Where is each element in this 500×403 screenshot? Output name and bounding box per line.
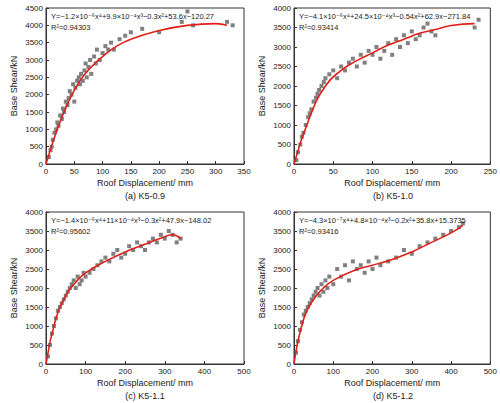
svg-text:4000: 4000 <box>25 21 43 30</box>
svg-text:400: 400 <box>444 367 458 376</box>
svg-text:350: 350 <box>237 167 251 176</box>
svg-text:500: 500 <box>278 341 292 350</box>
svg-text:Base Shear/kN: Base Shear/kN <box>9 56 19 117</box>
svg-text:Base Shear/kN: Base Shear/kN <box>9 258 19 319</box>
svg-text:Y=−1.4×10⁻⁶x⁴+11×10⁻⁴x³−0.3x²+: Y=−1.4×10⁻⁶x⁴+11×10⁻⁴x³−0.3x²+47.9x−148.… <box>51 216 211 225</box>
svg-text:2000: 2000 <box>273 284 291 293</box>
svg-text:300: 300 <box>405 367 419 376</box>
svg-text:0: 0 <box>38 359 43 369</box>
svg-text:200: 200 <box>152 167 166 176</box>
svg-text:500: 500 <box>30 142 44 151</box>
svg-text:300: 300 <box>209 167 223 176</box>
svg-text:Y=−4.1×10⁻⁶x⁴+24.5×10⁻⁴x³−0.54: Y=−4.1×10⁻⁶x⁴+24.5×10⁻⁴x³−0.54x²+62.9x−2… <box>299 12 470 21</box>
svg-text:3000: 3000 <box>273 246 291 255</box>
svg-text:0: 0 <box>292 167 297 176</box>
svg-text:0: 0 <box>286 359 291 369</box>
svg-text:0: 0 <box>292 367 297 376</box>
svg-text:3500: 3500 <box>273 227 291 236</box>
svg-text:3500: 3500 <box>273 23 291 32</box>
svg-text:4500: 4500 <box>25 4 43 13</box>
svg-text:2500: 2500 <box>273 62 291 71</box>
svg-text:4000: 4000 <box>25 208 43 217</box>
svg-text:2000: 2000 <box>25 90 43 99</box>
svg-text:2000: 2000 <box>273 82 291 91</box>
svg-text:1500: 1500 <box>273 101 291 110</box>
svg-text:500: 500 <box>484 367 498 376</box>
svg-text:50: 50 <box>329 167 338 176</box>
svg-text:Roof Displacement/ mm: Roof Displacement/ mm <box>344 178 440 188</box>
svg-text:250: 250 <box>484 167 498 176</box>
svg-text:500: 500 <box>278 140 292 149</box>
svg-text:R²=0.93414: R²=0.93414 <box>299 23 338 32</box>
svg-text:200: 200 <box>119 367 133 376</box>
svg-text:(d) K5-1.2: (d) K5-1.2 <box>373 391 413 401</box>
svg-text:(b) K5-1.0: (b) K5-1.0 <box>373 191 413 201</box>
svg-text:3000: 3000 <box>273 43 291 52</box>
svg-text:3000: 3000 <box>25 56 43 65</box>
svg-text:300: 300 <box>158 367 172 376</box>
svg-text:0: 0 <box>286 159 291 169</box>
svg-text:Base Shear/kN: Base Shear/kN <box>257 56 267 117</box>
svg-text:1000: 1000 <box>273 322 291 331</box>
svg-text:R²=0.95602: R²=0.95602 <box>51 227 90 236</box>
svg-text:200: 200 <box>444 167 458 176</box>
svg-text:2500: 2500 <box>25 73 43 82</box>
svg-text:R²=0.94303: R²=0.94303 <box>51 23 90 32</box>
svg-text:0: 0 <box>44 167 49 176</box>
svg-text:1500: 1500 <box>25 303 43 312</box>
svg-text:(c) K5-1.1: (c) K5-1.1 <box>125 391 165 401</box>
svg-text:Roof Displacement/ mm: Roof Displacement/ mm <box>344 378 440 388</box>
svg-text:1500: 1500 <box>25 108 43 117</box>
svg-text:4000: 4000 <box>273 208 291 217</box>
svg-text:Roof Displacement/ mm: Roof Displacement/ mm <box>97 378 193 388</box>
svg-text:150: 150 <box>405 167 419 176</box>
svg-text:1000: 1000 <box>25 125 43 134</box>
svg-text:3500: 3500 <box>25 227 43 236</box>
svg-text:400: 400 <box>198 367 212 376</box>
svg-text:100: 100 <box>96 167 110 176</box>
svg-text:1000: 1000 <box>273 121 291 130</box>
svg-text:2000: 2000 <box>25 284 43 293</box>
svg-text:Y=−1.2×10⁻⁶x⁴+9.9×10⁻⁴x³−0.3x²: Y=−1.2×10⁻⁶x⁴+9.9×10⁻⁴x³−0.3x²+53.6x−120… <box>51 12 214 21</box>
svg-text:4000: 4000 <box>273 4 291 13</box>
svg-text:500: 500 <box>30 341 44 350</box>
svg-text:0: 0 <box>38 159 43 169</box>
svg-text:150: 150 <box>124 167 138 176</box>
svg-text:Y=−4.3×10⁻⁷x⁴+4.8×10⁻⁴x³−0.2x²: Y=−4.3×10⁻⁷x⁴+4.8×10⁻⁴x³−0.2x²+35.8x+15.… <box>299 216 466 225</box>
svg-text:0: 0 <box>44 367 49 376</box>
svg-text:100: 100 <box>79 367 93 376</box>
svg-text:Base Shear/kN: Base Shear/kN <box>257 258 267 319</box>
svg-text:R²=0.93416: R²=0.93416 <box>299 227 338 236</box>
svg-text:500: 500 <box>237 367 251 376</box>
svg-text:200: 200 <box>366 367 380 376</box>
svg-text:2500: 2500 <box>25 265 43 274</box>
svg-text:1000: 1000 <box>25 322 43 331</box>
svg-text:250: 250 <box>181 167 195 176</box>
svg-text:100: 100 <box>327 367 341 376</box>
svg-text:2500: 2500 <box>273 265 291 274</box>
svg-text:1500: 1500 <box>273 303 291 312</box>
svg-text:100: 100 <box>366 167 380 176</box>
svg-text:(a) K5-0.9: (a) K5-0.9 <box>125 191 165 201</box>
svg-text:3500: 3500 <box>25 38 43 47</box>
svg-text:50: 50 <box>70 167 79 176</box>
svg-text:Roof Displacement/ mm: Roof Displacement/ mm <box>97 178 193 188</box>
svg-text:3000: 3000 <box>25 246 43 255</box>
